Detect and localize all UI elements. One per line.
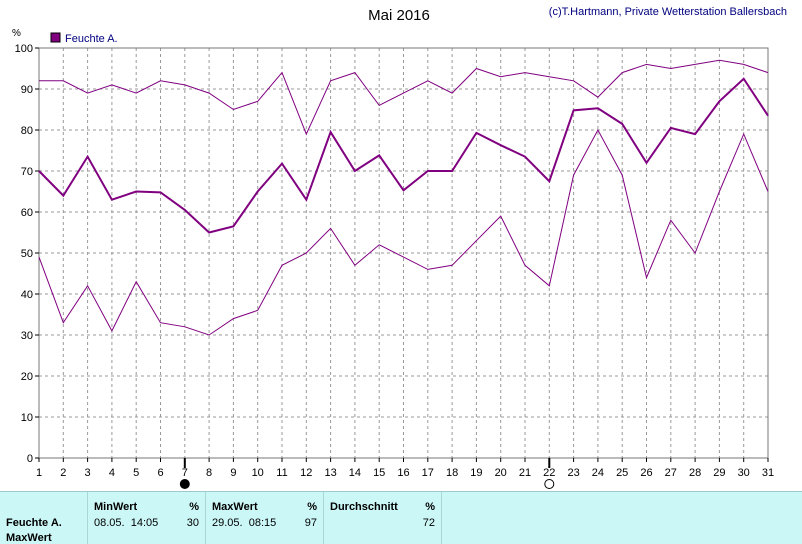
- stats-panel: Feuchte A. MaxWert MinWert % 08.05. 14:0…: [0, 491, 802, 544]
- x-tick-label: 7: [182, 467, 188, 479]
- x-tick-label: 4: [109, 467, 115, 479]
- copyright-note: (c)T.Hartmann, Private Wetterstation Bal…: [549, 6, 787, 18]
- max-time: 08:15: [248, 517, 277, 529]
- min-date: 08.05.: [94, 517, 125, 529]
- y-axis-ticks: 0 10 20 30 40 50 60 70 80 90 100: [15, 43, 39, 465]
- y-tick-label: 10: [21, 412, 33, 424]
- x-tick-label: 9: [230, 467, 236, 479]
- x-tick-label: 6: [157, 467, 163, 479]
- x-axis-ticks: 1 2 3 4 5 6 7 8 9 10 11 12 13 14 15 16 17 18 19 20 21 22 23 24 2…: [36, 458, 774, 479]
- y-tick-label: 50: [21, 248, 33, 260]
- x-tick-label: 11: [276, 467, 287, 479]
- x-tick-label: 10: [252, 467, 264, 479]
- y-tick-label: 40: [21, 289, 33, 301]
- x-tick-label: 23: [567, 467, 579, 479]
- y-tick-label: 30: [21, 330, 33, 342]
- max-date: 29.05.: [212, 517, 243, 529]
- x-tick-label: 14: [349, 467, 361, 479]
- y-tick-label: 70: [21, 166, 33, 178]
- y-tick-label: 90: [21, 84, 33, 96]
- x-tick-label: 24: [592, 467, 604, 479]
- grid: [39, 48, 768, 458]
- x-tick-label: 31: [762, 467, 774, 479]
- x-tick-label: 30: [738, 467, 750, 479]
- chart: Mai 2016 (c)T.Hartmann, Private Wetterst…: [12, 6, 787, 489]
- series-line-max: [39, 59, 769, 136]
- y-axis-unit: %: [12, 28, 21, 39]
- stats-avg-cell: Durchschnitt % 72: [324, 492, 442, 544]
- x-tick-label: 25: [616, 467, 628, 479]
- x-tick-label: 12: [300, 467, 312, 479]
- x-tick-label: 18: [446, 467, 458, 479]
- x-tick-label: 21: [519, 467, 531, 479]
- max-value: 97: [304, 517, 317, 529]
- min-header: MinWert: [94, 501, 138, 513]
- y-tick-label: 100: [15, 43, 33, 55]
- x-tick-label: 15: [373, 467, 385, 479]
- x-tick-label: 28: [689, 467, 701, 479]
- stats-series-name: Feuchte A.: [6, 517, 62, 529]
- x-tick-label: 22: [543, 467, 555, 479]
- avg-value: 72: [422, 517, 435, 529]
- y-tick-label: 0: [27, 453, 33, 465]
- x-tick-label: 8: [206, 467, 212, 479]
- avg-header: Durchschnitt: [330, 501, 398, 513]
- y-tick-label: 80: [21, 125, 33, 137]
- max-unit: %: [307, 501, 317, 513]
- x-tick-label: 3: [85, 467, 91, 479]
- stats-row-label: MaxWert: [6, 532, 52, 544]
- x-tick-label: 5: [133, 467, 139, 479]
- full-moon-icon: [544, 479, 555, 489]
- legend-swatch: [50, 32, 61, 43]
- min-value: 30: [186, 517, 199, 529]
- new-moon-icon: [179, 479, 190, 489]
- x-tick-label: 19: [470, 467, 482, 479]
- legend-label: Feuchte A.: [65, 33, 118, 45]
- x-tick-label: 1: [36, 467, 42, 479]
- moon-markers: [179, 458, 555, 489]
- min-time: 14:05: [130, 517, 159, 529]
- x-tick-label: 13: [324, 467, 336, 479]
- series-line-min: [38, 128, 769, 336]
- max-datetime: 29.05. 08:15: [212, 517, 276, 529]
- series-line-avg: [38, 77, 769, 234]
- x-tick-label: 20: [495, 467, 507, 479]
- stats-label-cell: Feuchte A. MaxWert: [0, 492, 88, 544]
- x-tick-label: 27: [665, 467, 677, 479]
- stats-min-cell: MinWert % 08.05. 14:05 30: [88, 492, 206, 544]
- y-tick-label: 20: [21, 371, 33, 383]
- x-tick-label: 16: [397, 467, 409, 479]
- y-tick-label: 60: [21, 207, 33, 219]
- x-tick-label: 2: [60, 467, 66, 479]
- series-layer: [38, 59, 769, 336]
- avg-unit: %: [425, 501, 435, 513]
- chart-title: Mai 2016: [368, 7, 430, 24]
- max-header: MaxWert: [212, 501, 258, 513]
- stats-max-cell: MaxWert % 29.05. 08:15 97: [206, 492, 324, 544]
- x-tick-label: 26: [640, 467, 652, 479]
- x-tick-label: 17: [422, 467, 434, 479]
- min-datetime: 08.05. 14:05: [94, 517, 158, 529]
- min-unit: %: [189, 501, 199, 513]
- x-tick-label: 29: [713, 467, 725, 479]
